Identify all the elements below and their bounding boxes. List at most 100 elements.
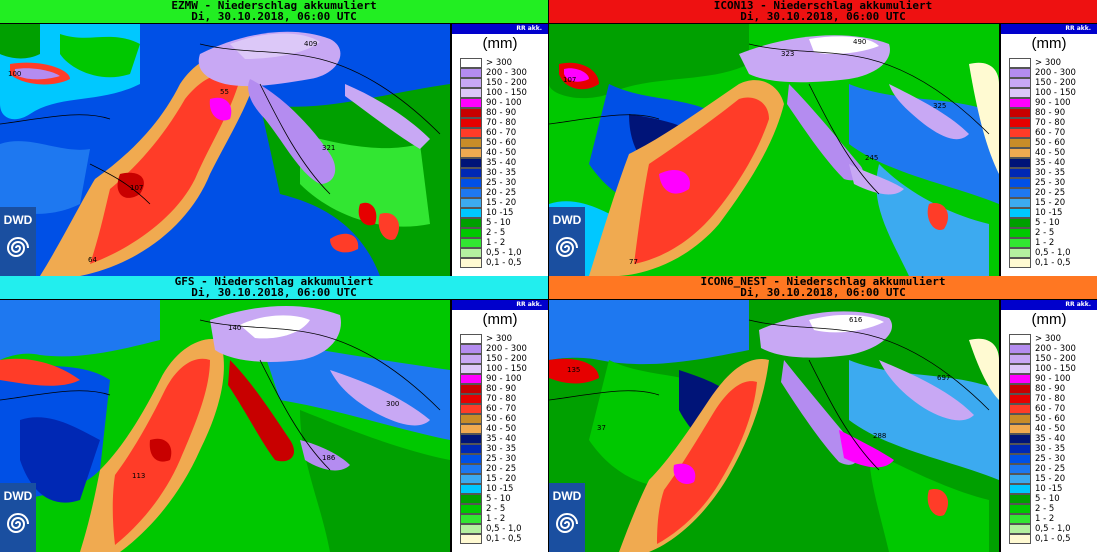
legend-swatch [460, 424, 482, 434]
legend-row: 25 - 30 [460, 454, 548, 464]
legend-label: 0,5 - 1,0 [486, 248, 522, 258]
legend-row: 100 - 150 [460, 364, 548, 374]
legend-swatch [460, 404, 482, 414]
legend-label: 150 - 200 [486, 78, 527, 88]
max-label: 107 [130, 184, 143, 192]
legend-row: 0,5 - 1,0 [460, 524, 548, 534]
legend-swatch [460, 228, 482, 238]
legend-row: 70 - 80 [460, 394, 548, 404]
legend-swatch [1009, 434, 1031, 444]
max-label: 245 [865, 154, 878, 162]
dwd-logo-text: DWD [552, 489, 582, 503]
legend-label: 5 - 10 [1035, 218, 1060, 228]
legend-label: 40 - 50 [1035, 148, 1066, 158]
legend-row: 1 - 2 [460, 514, 548, 524]
legend-swatch [460, 98, 482, 108]
legend-swatch [1009, 424, 1031, 434]
legend-row: 40 - 50 [1009, 424, 1097, 434]
legend-label: 1 - 2 [1035, 514, 1055, 524]
legend-swatch [1009, 78, 1031, 88]
legend-swatch [460, 464, 482, 474]
legend-row: 50 - 60 [460, 414, 548, 424]
legend-swatch [1009, 384, 1031, 394]
legend-label: > 300 [486, 58, 513, 68]
legend-swatch [460, 514, 482, 524]
max-label: 300 [386, 400, 399, 408]
max-label: 55 [220, 88, 229, 96]
legend-swatch [460, 364, 482, 374]
legend-row: 80 - 90 [1009, 108, 1097, 118]
date-line: Di, 30.10.2018, 06:00 UTC [191, 286, 357, 299]
legend-swatch [460, 394, 482, 404]
legend-row: 25 - 30 [460, 178, 548, 188]
legend-row: 15 - 20 [1009, 474, 1097, 484]
legend-label: 100 - 150 [486, 364, 527, 374]
legend-row: 5 - 10 [1009, 494, 1097, 504]
legend-label: 100 - 150 [486, 88, 527, 98]
legend-swatch [1009, 228, 1031, 238]
legend-row: 150 - 200 [460, 78, 548, 88]
legend-row: 60 - 70 [460, 404, 548, 414]
legend-swatch [1009, 188, 1031, 198]
legend-row: 200 - 300 [1009, 68, 1097, 78]
legend-swatch [460, 534, 482, 544]
legend-row: 1 - 2 [1009, 514, 1097, 524]
legend-label: 80 - 90 [486, 108, 517, 118]
legend-swatch [460, 444, 482, 454]
dwd-logo-text: DWD [3, 213, 33, 227]
legend-row: 20 - 25 [460, 464, 548, 474]
legend-label: 2 - 5 [1035, 228, 1055, 238]
max-label: 100 [8, 70, 21, 78]
legend-label: 20 - 25 [1035, 188, 1066, 198]
legend-row: 35 - 40 [1009, 434, 1097, 444]
legend-label: 30 - 35 [486, 168, 517, 178]
legend-swatch [1009, 494, 1031, 504]
panel-icon6-nest: ICON6_NEST - Niederschlag akkumuliert Di… [549, 276, 1097, 552]
legend-row: 0,5 - 1,0 [1009, 524, 1097, 534]
legend-swatch [460, 354, 482, 364]
legend-label: 20 - 25 [1035, 464, 1066, 474]
legend-swatch [1009, 514, 1031, 524]
legend-label: 40 - 50 [486, 424, 517, 434]
legend-row: 150 - 200 [1009, 354, 1097, 364]
legend-label: 1 - 2 [1035, 238, 1055, 248]
legend-row: > 300 [460, 334, 548, 344]
legend-label: 35 - 40 [1035, 158, 1066, 168]
legend-swatch [460, 148, 482, 158]
legend-label: 0,1 - 0,5 [486, 258, 522, 268]
dwd-logo: DWD [549, 483, 585, 552]
legend-label: > 300 [1035, 334, 1062, 344]
legend-swatch [460, 524, 482, 534]
legend-label: 1 - 2 [486, 238, 506, 248]
legend-row: 90 - 100 [460, 374, 548, 384]
max-label: 140 [228, 324, 241, 332]
legend-label: 200 - 300 [486, 344, 527, 354]
legend-label: 35 - 40 [1035, 434, 1066, 444]
legend-swatch [1009, 444, 1031, 454]
legend-row: 200 - 300 [460, 68, 548, 78]
legend-label: 70 - 80 [1035, 118, 1066, 128]
legend-swatch [1009, 138, 1031, 148]
legend-label: 10 -15 [1035, 208, 1063, 218]
legend-row: 35 - 40 [460, 434, 548, 444]
legend-row: 150 - 200 [1009, 78, 1097, 88]
legend-row: 100 - 150 [1009, 88, 1097, 98]
legend-label: 5 - 10 [486, 218, 511, 228]
legend-row: 0,5 - 1,0 [1009, 248, 1097, 258]
legend-swatch [460, 128, 482, 138]
legend-row: 0,1 - 0,5 [460, 258, 548, 268]
max-label: 490 [853, 38, 866, 46]
legend-row: 20 - 25 [1009, 464, 1097, 474]
legend-swatch [1009, 238, 1031, 248]
legend-row: 40 - 50 [1009, 148, 1097, 158]
legend-label: 35 - 40 [486, 434, 517, 444]
legend-swatch [1009, 354, 1031, 364]
legend-swatch [1009, 504, 1031, 514]
legend-row: 70 - 80 [1009, 118, 1097, 128]
legend-swatch [460, 78, 482, 88]
legend-row: 150 - 200 [460, 354, 548, 364]
legend-label: 1 - 2 [486, 514, 506, 524]
legend-label: 150 - 200 [1035, 78, 1076, 88]
legend-row: 35 - 40 [1009, 158, 1097, 168]
legend-label: 0,5 - 1,0 [1035, 524, 1071, 534]
